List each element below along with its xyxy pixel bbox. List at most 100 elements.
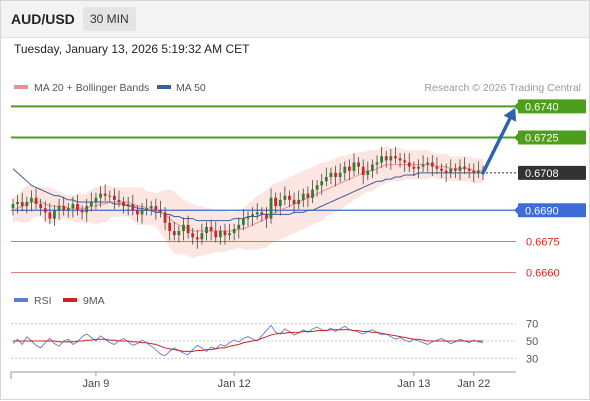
- bearish-candle: [131, 204, 135, 211]
- bearish-candle: [163, 212, 167, 223]
- bullish-candle: [182, 224, 185, 232]
- bullish-candle: [149, 206, 153, 209]
- bullish-candle: [30, 197, 33, 202]
- bullish-candle: [311, 189, 314, 198]
- bullish-candle: [449, 168, 453, 173]
- bullish-candle: [200, 233, 204, 240]
- price-chart: 0.6740 0.6725 0.6708 0.6690 0.6675 0.6660: [11, 99, 586, 280]
- research-credit: Research © 2026 Trading Central: [424, 82, 581, 94]
- bearish-candle: [191, 233, 195, 238]
- bearish-candle: [412, 166, 416, 169]
- bullish-candle: [237, 224, 241, 229]
- bullish-candle: [11, 204, 15, 209]
- bullish-candle: [255, 212, 259, 215]
- rsi-ma-line: [13, 329, 483, 352]
- bearish-candle: [34, 197, 38, 205]
- bearish-candle: [112, 195, 116, 200]
- bearish-candle: [453, 168, 457, 171]
- bullish-candle: [375, 162, 379, 165]
- rsi-tick-70: 70: [526, 319, 538, 331]
- current-price-tag: [518, 165, 586, 180]
- bearish-candle: [472, 170, 476, 173]
- bearish-candle: [440, 168, 443, 171]
- bullish-candle: [108, 195, 112, 197]
- bullish-candle: [205, 226, 208, 234]
- support-label-0.6675: 0.6675: [526, 236, 560, 248]
- bullish-candle: [315, 185, 319, 190]
- bearish-candle: [76, 204, 79, 211]
- bearish-candle: [223, 231, 227, 236]
- bearish-candle: [43, 208, 47, 213]
- bearish-candle: [103, 193, 107, 196]
- bullish-candle: [320, 181, 324, 186]
- timestamp: Tuesday, January 13, 2026 5:19:32 AM CET: [14, 42, 250, 56]
- bearish-candle: [209, 226, 213, 232]
- bearish-candle: [347, 166, 351, 171]
- pivot-label-0.6690: 0.6690: [525, 205, 559, 217]
- bullish-candle: [16, 201, 19, 205]
- bullish-candle: [371, 164, 374, 171]
- bullish-candle: [338, 172, 342, 178]
- bearish-candle: [403, 160, 407, 163]
- bullish-candle: [25, 201, 29, 207]
- bearish-candle: [306, 193, 310, 198]
- rsi-ma-legend-label: 9MA: [83, 295, 105, 307]
- bearish-candle: [195, 237, 199, 240]
- bearish-candle: [80, 210, 84, 213]
- bullish-candle: [85, 206, 89, 213]
- bearish-candle: [398, 158, 402, 161]
- bearish-candle: [334, 172, 337, 178]
- bearish-candle: [384, 156, 388, 161]
- bullish-candle: [251, 214, 254, 217]
- bullish-candle: [352, 162, 356, 171]
- price-legend: MA 20 + Bollinger Bands MA 50 Research ©…: [14, 82, 581, 94]
- rsi-legend-swatch: [14, 298, 28, 302]
- bullish-candle: [94, 197, 98, 202]
- projection-arrow-shaft: [481, 110, 515, 175]
- ma50-legend-label: MA 50: [176, 82, 206, 94]
- resistance-tag-0.6725: [518, 130, 586, 145]
- bearish-candle: [467, 168, 471, 171]
- bullish-candle: [421, 164, 425, 167]
- resistance-label-0.6725: 0.6725: [525, 133, 559, 145]
- bullish-candle: [99, 193, 102, 198]
- x-tick-label-Jan 22: Jan 22: [457, 378, 490, 390]
- bullish-candle: [89, 201, 93, 207]
- bearish-candle: [48, 212, 52, 219]
- bearish-candle: [430, 162, 434, 167]
- bullish-candle: [458, 166, 462, 171]
- bearish-candle: [260, 212, 264, 215]
- bearish-candle: [463, 166, 466, 169]
- bullish-candle: [66, 208, 70, 211]
- bullish-candle: [417, 166, 420, 169]
- x-tick-label-Jan 9: Jan 9: [82, 378, 109, 390]
- bearish-candle: [168, 222, 172, 232]
- bearish-candle: [214, 231, 218, 238]
- bullish-candle: [426, 162, 430, 165]
- bearish-candle: [361, 166, 365, 175]
- bullish-candle: [329, 172, 333, 178]
- bullish-candle: [269, 197, 273, 219]
- bearish-candle: [20, 201, 24, 207]
- bearish-candle: [186, 224, 190, 234]
- bullish-candle: [246, 216, 250, 219]
- bullish-candle: [145, 208, 149, 211]
- instrument-title: AUD/USD: [11, 11, 75, 27]
- bullish-candle: [283, 195, 287, 200]
- bullish-candle: [177, 231, 181, 236]
- x-tick-label-Jan 13: Jan 13: [397, 378, 430, 390]
- bullish-candle: [343, 166, 347, 173]
- bearish-candle: [39, 204, 43, 209]
- timeframe-badge[interactable]: 30 MIN: [83, 7, 136, 31]
- bullish-candle: [71, 204, 75, 209]
- bearish-candle: [274, 197, 278, 207]
- x-axis: Jan 9 Jan 12 Jan 13 Jan 22: [10, 371, 516, 390]
- bearish-candle: [159, 210, 162, 213]
- resistance-tag-pointer-0.6740: [514, 101, 519, 112]
- rsi-chart: 70 50 30: [11, 319, 538, 365]
- bullish-candle: [380, 156, 384, 163]
- current-price-label: 0.6708: [525, 168, 559, 180]
- bullish-candle: [366, 170, 370, 175]
- rsi-ma-legend-swatch: [63, 298, 77, 302]
